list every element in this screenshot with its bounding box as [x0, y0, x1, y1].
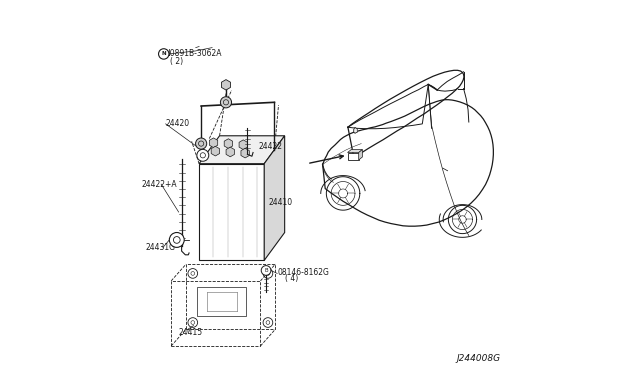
Text: ( 2): ( 2): [170, 57, 184, 65]
Text: 24422: 24422: [259, 142, 283, 151]
Circle shape: [261, 266, 271, 275]
Text: 24410: 24410: [269, 198, 292, 207]
Polygon shape: [358, 150, 362, 160]
Circle shape: [170, 232, 184, 247]
Polygon shape: [348, 150, 362, 153]
Text: 24422+A: 24422+A: [141, 180, 177, 189]
Circle shape: [197, 150, 209, 161]
Text: 24431G: 24431G: [145, 243, 175, 252]
Bar: [197, 287, 246, 316]
Circle shape: [196, 138, 207, 149]
Bar: [199, 164, 264, 260]
Circle shape: [220, 97, 232, 108]
Polygon shape: [354, 128, 357, 133]
Text: 24415: 24415: [179, 328, 203, 337]
Text: ( 4): ( 4): [285, 275, 298, 283]
Polygon shape: [186, 264, 275, 329]
Polygon shape: [264, 136, 285, 260]
Text: N: N: [161, 51, 166, 57]
Text: J244008G: J244008G: [456, 354, 500, 363]
Polygon shape: [199, 136, 285, 164]
Text: N0891B-3062A: N0891B-3062A: [164, 49, 222, 58]
Text: 08146-8162G: 08146-8162G: [278, 268, 330, 277]
Text: 24420: 24420: [166, 119, 189, 128]
Text: B: B: [264, 268, 268, 273]
Circle shape: [159, 49, 169, 59]
Bar: [348, 153, 358, 160]
